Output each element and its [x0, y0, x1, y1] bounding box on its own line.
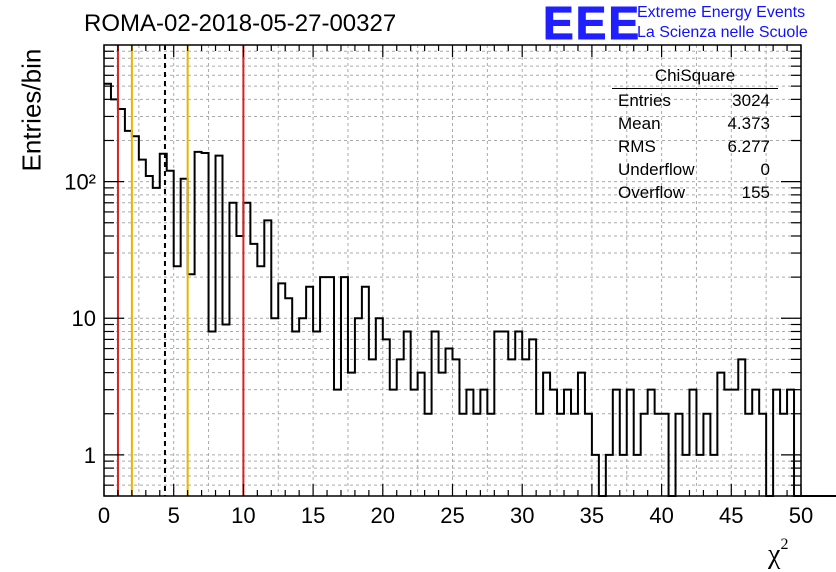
x-axis-label: χ2	[768, 536, 789, 570]
histogram-series	[104, 82, 836, 497]
stats-row-entries: Entries 3024	[618, 91, 770, 110]
logo-subtitle-line1: Extreme Energy Events	[637, 4, 806, 21]
x-tick-label: 45	[719, 503, 743, 528]
x-tick-label: 20	[371, 503, 395, 528]
y-axis-label: Entries/bin	[16, 48, 47, 172]
x-tick-label: 35	[580, 503, 604, 528]
x-tick-label: 10	[231, 503, 255, 528]
x-tick-label: 0	[98, 503, 110, 528]
x-tick-label: 15	[301, 503, 325, 528]
x-tick-label: 25	[440, 503, 464, 528]
stats-row-rms: RMS 6.277	[618, 137, 770, 156]
stats-title: ChiSquare	[612, 66, 778, 89]
x-tick-label: 40	[649, 503, 673, 528]
x-tick-label: 5	[168, 503, 180, 528]
eee-logo: EEE	[542, 0, 642, 49]
chart-title: ROMA-02-2018-05-27-00327	[84, 10, 397, 37]
stats-box: ChiSquare Entries 3024 Mean 4.373 RMS 6.277…	[612, 66, 778, 204]
stats-row-overflow: Overflow 155	[618, 183, 770, 202]
stats-row-underflow: Underflow 0	[618, 160, 770, 179]
logo-subtitle-line2: La Scienza nelle Scuole	[637, 24, 808, 41]
x-tick-label: 30	[510, 503, 534, 528]
stats-row-mean: Mean 4.373	[618, 114, 770, 133]
y-tick-label: 10	[72, 306, 96, 331]
y-tick-label: 1	[84, 443, 96, 468]
x-tick-label: 50	[789, 503, 813, 528]
y-tick-label: 10²	[64, 170, 96, 195]
